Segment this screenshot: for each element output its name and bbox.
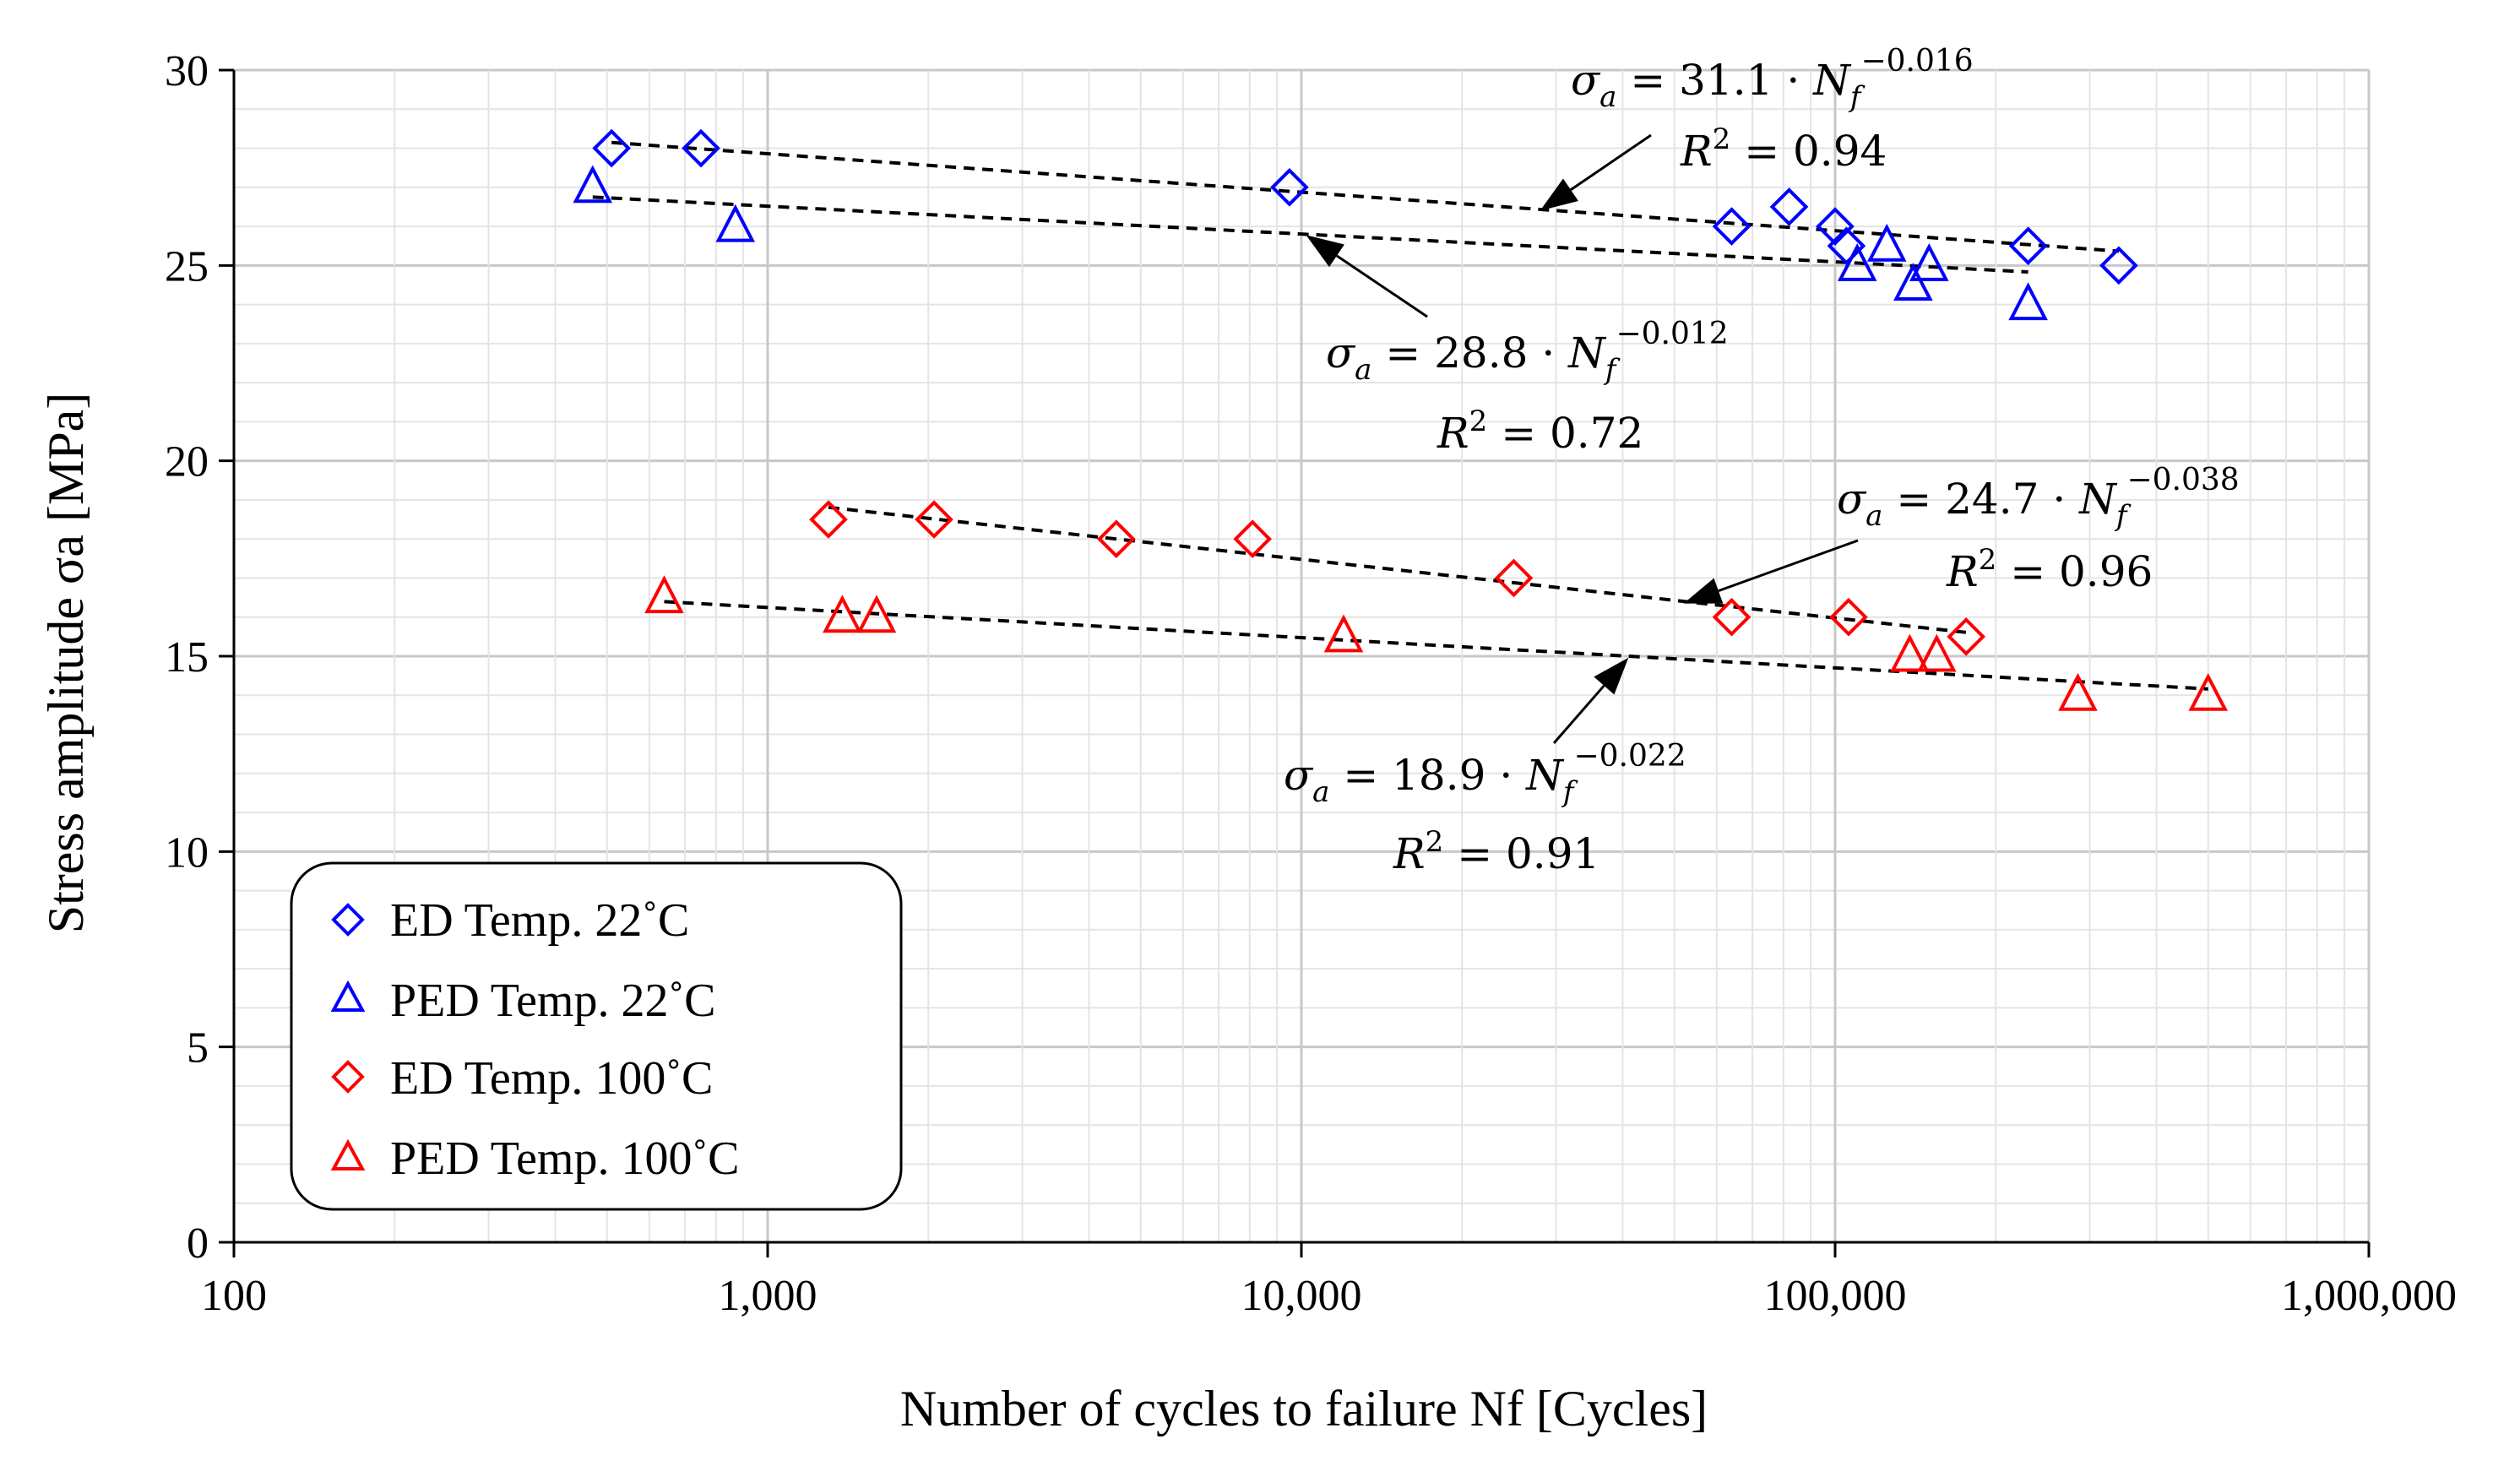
data-point-series-2 — [915, 500, 953, 539]
trend-line-3 — [664, 600, 2208, 691]
data-point-series-0 — [1769, 187, 1809, 226]
data-point-series-2 — [1712, 597, 1752, 637]
data-point-series-2 — [1829, 597, 1868, 637]
y-axis-title: Stress amplitude σa [MPa] — [38, 393, 94, 934]
y-tick-label: 10 — [165, 828, 209, 877]
data-point-series-1 — [1893, 263, 1933, 301]
x-tick-label: 1,000 — [719, 1272, 817, 1320]
equation-ped-100-r2: R2 = 0.91 — [1393, 825, 1599, 878]
data-point-series-3 — [1890, 633, 1930, 672]
data-point-series-3 — [2058, 672, 2098, 711]
y-tick-label: 30 — [165, 47, 209, 95]
y-tick-label: 20 — [165, 438, 209, 486]
trend-line-0 — [611, 140, 2120, 253]
data-point-series-0 — [1270, 167, 1309, 207]
y-tick-label: 15 — [165, 633, 209, 682]
data-point-series-3 — [644, 575, 684, 614]
data-point-series-2 — [1494, 558, 1534, 598]
annotation-arrow-line — [1552, 684, 1605, 744]
legend-label-ped-100: PED Temp. 100˚C — [390, 1132, 740, 1185]
data-point-series-2 — [809, 500, 848, 539]
legend: ED Temp. 22˚C PED Temp. 22˚C ED Temp. 10… — [290, 861, 903, 1211]
y-tick-label: 5 — [187, 1024, 209, 1073]
equation-ped-22-r2: R2 = 0.72 — [1437, 405, 1643, 458]
data-point-series-0 — [1712, 207, 1752, 246]
data-point-series-2 — [1233, 519, 1272, 559]
equation-ped-22: σa = 28.8 · Nf−0.012 R2 = 0.72 — [1326, 317, 1729, 458]
legend-label-ed-100: ED Temp. 100˚C — [390, 1052, 713, 1105]
equation-ed-100-r2: R2 = 0.96 — [1946, 543, 2153, 596]
legend-label-ped-22: PED Temp. 22˚C — [390, 975, 716, 1027]
data-point-series-0 — [592, 128, 632, 168]
equation-ped-22-formula: σa = 28.8 · Nf−0.012 — [1326, 317, 1729, 387]
x-tick-label: 100,000 — [1764, 1272, 1907, 1320]
data-point-series-2 — [1947, 617, 1985, 656]
legend-box — [290, 861, 903, 1211]
trend-lines — [592, 140, 2208, 691]
data-point-series-3 — [2188, 672, 2229, 711]
data-point-series-0 — [2008, 226, 2048, 266]
tick-labels: 0 5 10 15 20 25 30 100 1,000 10,000 100,000 1,000,0… — [165, 47, 2457, 1320]
data-point-series-3 — [856, 595, 897, 633]
legend-marker-ped-100 — [330, 1138, 366, 1170]
equation-ed-100-formula: σa = 24.7 · Nf−0.038 — [1837, 463, 2240, 533]
data-markers — [573, 128, 2229, 711]
data-point-series-0 — [1827, 226, 1866, 266]
annotation-arrow-line — [1718, 539, 1859, 593]
y-tick-label: 0 — [187, 1219, 209, 1268]
data-point-series-1 — [715, 204, 756, 242]
equation-ed-100: σa = 24.7 · Nf−0.038 R2 = 0.96 — [1837, 463, 2240, 596]
legend-marker-ed-22 — [331, 903, 365, 937]
plot-frame — [219, 68, 2371, 1257]
annotation-arrow-head — [1594, 657, 1629, 695]
legend-label-ed-22: ED Temp. 22˚C — [390, 894, 689, 947]
data-point-series-3 — [823, 595, 862, 633]
x-tick-label: 100 — [201, 1272, 267, 1320]
data-point-series-1 — [573, 165, 613, 204]
legend-marker-ed-100 — [331, 1060, 365, 1094]
data-point-series-3 — [1323, 614, 1364, 653]
trend-line-2 — [828, 505, 1967, 634]
data-point-series-1 — [1837, 242, 1877, 281]
equation-ed-22-r2: R2 = 0.94 — [1680, 122, 1887, 176]
x-tick-label: 10,000 — [1241, 1272, 1362, 1320]
annotation-arrow-head — [1306, 235, 1344, 268]
annotation-arrow-head — [1540, 178, 1578, 211]
annotation-arrows — [1306, 133, 1859, 744]
x-tick-label: 1,000,000 — [2281, 1272, 2457, 1320]
x-axis-title: Number of cycles to failure Nf [Cycles] — [900, 1381, 1708, 1437]
equation-ped-100-formula: σa = 18.9 · Nf−0.022 — [1284, 739, 1686, 809]
equation-ped-100: σa = 18.9 · Nf−0.022 R2 = 0.91 — [1284, 739, 1686, 878]
data-point-series-1 — [1866, 223, 1907, 262]
data-point-series-0 — [1816, 207, 1855, 246]
data-point-series-0 — [2099, 246, 2138, 285]
annotation-arrow-head — [1683, 578, 1724, 604]
data-point-series-1 — [2008, 282, 2048, 321]
data-point-series-3 — [1916, 633, 1957, 672]
trend-line-1 — [592, 195, 2028, 274]
annotation-arrow-line — [1336, 254, 1428, 318]
annotation-arrow-line — [1570, 133, 1652, 192]
data-point-series-2 — [1097, 519, 1136, 559]
y-tick-label: 25 — [165, 242, 209, 291]
data-point-series-1 — [1909, 242, 1949, 281]
data-point-series-0 — [682, 128, 720, 168]
legend-marker-ped-22 — [330, 980, 366, 1012]
